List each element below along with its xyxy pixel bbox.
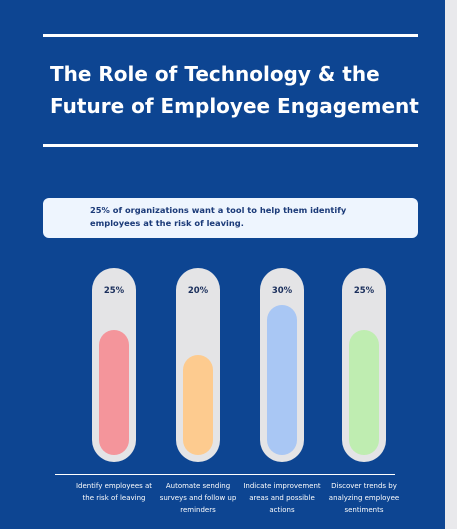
tube: 30% (260, 268, 304, 462)
rule (43, 144, 418, 147)
bar (267, 305, 297, 455)
category-label: Indicate improvement areas and possible … (243, 482, 321, 514)
bar (99, 330, 129, 455)
value-label: 25% (103, 286, 125, 296)
value-label: 30% (271, 286, 293, 296)
callout: 25% of organizations want a tool to help… (43, 198, 418, 238)
value-label: 20% (187, 286, 209, 296)
rule (43, 34, 418, 37)
value-label: 25% (353, 286, 375, 296)
baseline (55, 474, 395, 475)
subtitle: 25% of organizations want a tool to help… (90, 205, 347, 228)
bar (349, 330, 379, 455)
category-label: Discover trends by analyzing employee se… (328, 482, 400, 514)
bar (183, 355, 213, 455)
edge-strip (445, 0, 457, 529)
tube: 20% (176, 268, 220, 462)
tube: 25% (92, 268, 136, 462)
chart-title: The Role of Technology & the Future of E… (50, 62, 419, 118)
tube: 25% (342, 268, 386, 462)
category-label: Identify employees at the risk of leavin… (75, 482, 153, 502)
category-label: Automate sending surveys and follow up r… (159, 482, 237, 514)
